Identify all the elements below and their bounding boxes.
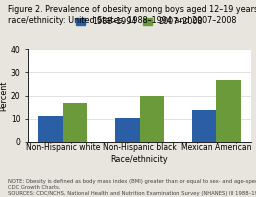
- Legend: 1988–1994, 2007–2008: 1988–1994, 2007–2008: [73, 14, 206, 30]
- Bar: [38, 116, 63, 142]
- Text: NOTE: Obesity is defined as body mass index (BMI) greater than or equal to sex- : NOTE: Obesity is defined as body mass in…: [8, 179, 256, 196]
- X-axis label: Race/ethnicity: Race/ethnicity: [111, 155, 168, 164]
- Bar: [63, 103, 87, 142]
- Bar: [115, 118, 140, 142]
- Bar: [216, 81, 241, 142]
- Bar: [192, 110, 216, 142]
- Bar: [140, 96, 164, 142]
- Y-axis label: Percent: Percent: [0, 80, 8, 111]
- Text: Figure 2. Prevalence of obesity among boys aged 12–19 years, by
race/ethnicity: : Figure 2. Prevalence of obesity among bo…: [8, 5, 256, 25]
